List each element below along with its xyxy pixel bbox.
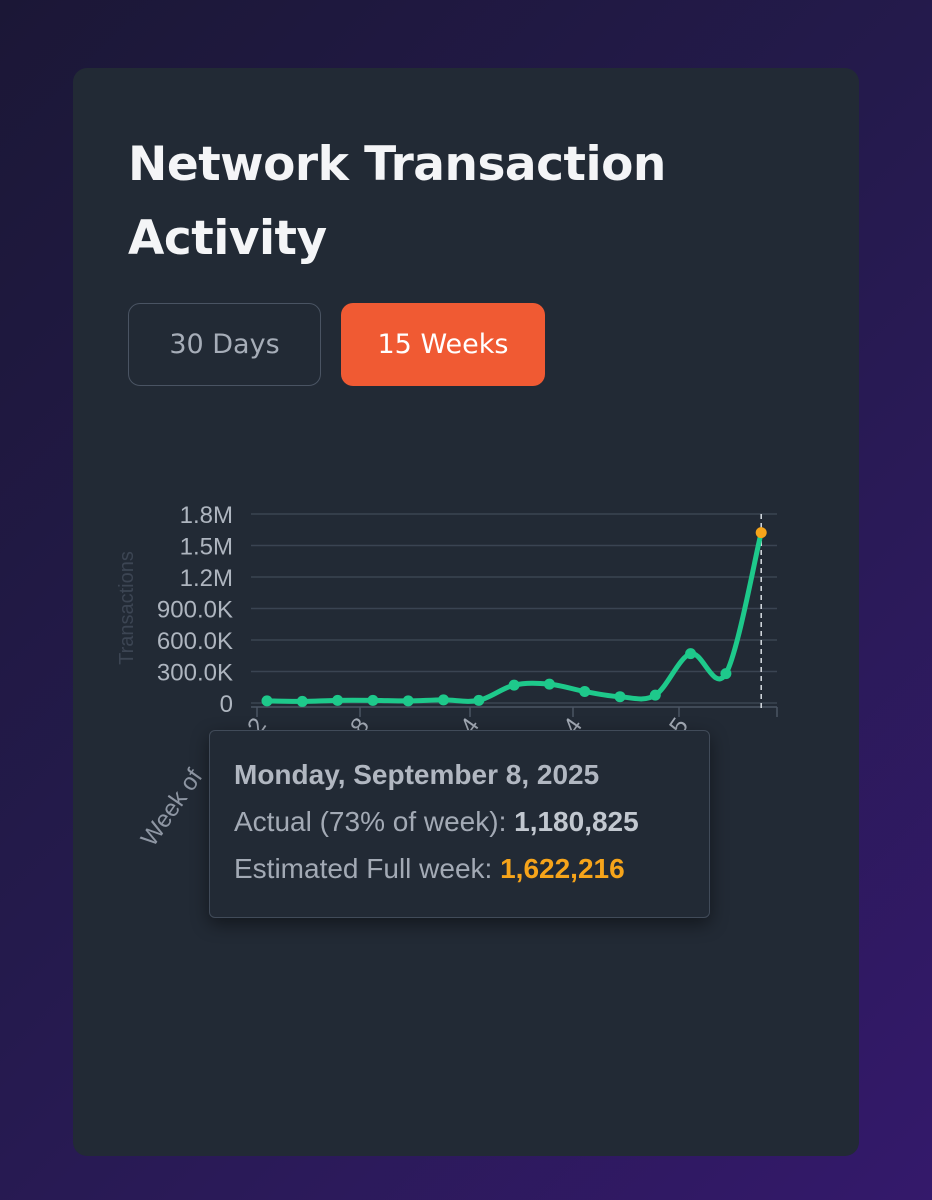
data-point <box>543 678 555 690</box>
tooltip-estimate-label: Estimated Full week: <box>234 853 501 884</box>
tooltip-actual-value: 1,180,825 <box>514 806 639 837</box>
data-point <box>720 668 732 680</box>
tooltip-actual-row: Actual (73% of week): 1,180,825 <box>234 805 709 839</box>
y-tick-label: 1.2M <box>180 565 233 592</box>
tooltip-date: Monday, September 8, 2025 <box>234 759 600 790</box>
data-point <box>402 695 414 707</box>
estimate-point <box>755 527 767 539</box>
data-point <box>614 691 626 703</box>
data-point <box>579 685 591 697</box>
data-point <box>685 648 697 660</box>
range-30-days-button[interactable]: 30 Days <box>128 303 321 386</box>
transaction-activity-card: Network Transaction Activity 30 Days 15 … <box>73 68 859 1156</box>
y-axis-title: Transactions <box>116 551 138 665</box>
y-tick-label: 1.8M <box>180 502 233 529</box>
data-point <box>332 694 344 706</box>
y-tick-label: 0 <box>220 691 233 718</box>
card-title: Network Transaction Activity <box>128 137 666 266</box>
tooltip-actual-label: Actual (73% of week): <box>234 806 515 837</box>
tooltip-estimate-row: Estimated Full week: 1,622,216 <box>234 852 709 886</box>
data-point <box>438 694 449 706</box>
range-15-weeks-button[interactable]: 15 Weeks <box>341 303 545 386</box>
y-tick-label: 1.5M <box>180 534 233 561</box>
series-line <box>264 530 764 704</box>
tooltip-estimate-value: 1,622,216 <box>500 853 625 884</box>
x-axis-title: Week of <box>136 764 209 852</box>
y-tick-label: 600.0K <box>157 628 233 655</box>
data-point <box>296 695 308 707</box>
data-point <box>367 694 379 706</box>
transactions-line-chart: 0 300.0K 600.0K 900.0K 1.2M 1.5M 1.8M Transact… <box>116 502 778 852</box>
chart-tooltip: Monday, September 8, 2025 Actual (73% of… <box>209 730 710 918</box>
y-tick-label: 300.0K <box>157 660 233 687</box>
data-point <box>649 689 661 701</box>
y-tick-label: 900.0K <box>157 597 233 624</box>
data-point <box>261 695 273 707</box>
data-point <box>473 694 485 706</box>
data-point <box>508 679 520 691</box>
